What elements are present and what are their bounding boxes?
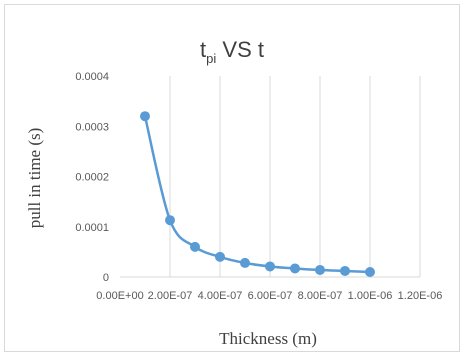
- chart-title-subscript: pi: [206, 51, 216, 66]
- data-point: [290, 263, 300, 274]
- data-point: [215, 251, 225, 262]
- chart-title-rest: VS t: [216, 37, 264, 62]
- x-tick-label: 8.00E-07: [298, 290, 343, 302]
- series-line: [143, 115, 371, 274]
- y-tick-label: 0.0003: [75, 121, 109, 133]
- x-axis-title: Thickness (m): [219, 329, 317, 348]
- data-point: [165, 215, 175, 226]
- y-tick-label: 0.0004: [75, 71, 109, 83]
- y-axis-ticks: 0 0.0001 0.0002 0.0003 0.0004: [75, 71, 109, 284]
- data-point: [315, 264, 325, 275]
- series-layer: [140, 111, 375, 277]
- y-tick-label: 0.0002: [75, 172, 109, 184]
- x-tick-label: 6.00E-07: [248, 290, 293, 302]
- data-point: [240, 257, 250, 268]
- data-point: [265, 261, 275, 272]
- y-axis-title: pull in time (s): [25, 128, 44, 229]
- chart-area: [4, 4, 460, 352]
- chart-title: tpi VS t: [200, 37, 264, 66]
- x-axis-ticks: 0.00E+00 2.00E-07 4.00E-07 6.00E-07 8.00E-07…: [96, 290, 442, 302]
- data-point: [140, 111, 150, 122]
- data-point: [340, 265, 350, 276]
- y-tick-label: 0.0001: [75, 222, 109, 234]
- x-tick-label: 4.00E-07: [198, 290, 243, 302]
- x-tick-label: 2.00E-07: [148, 290, 193, 302]
- chart-title-main: t: [200, 37, 206, 62]
- data-point: [190, 241, 200, 252]
- gridlines: [120, 76, 421, 278]
- x-tick-label: 0.00E+00: [96, 290, 143, 302]
- x-tick-label: 1.20E-06: [398, 290, 443, 302]
- data-point: [365, 266, 375, 277]
- y-tick-label: 0: [103, 272, 109, 284]
- x-tick-label: 1.00E-06: [348, 290, 393, 302]
